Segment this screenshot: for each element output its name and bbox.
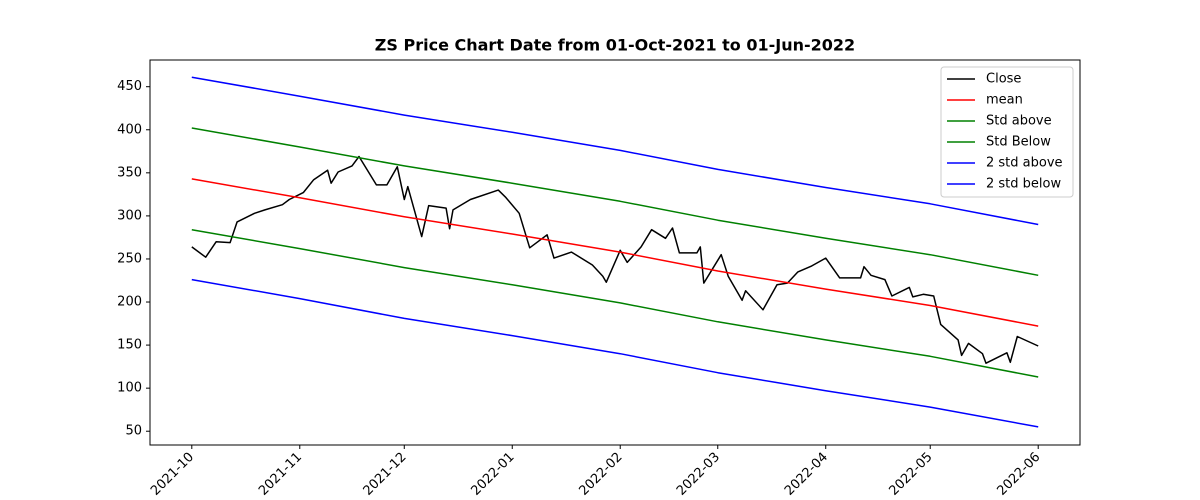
series-line	[191, 155, 1039, 364]
x-tick-label: 2022-05	[887, 450, 936, 499]
y-tick-label: 400	[117, 122, 142, 137]
x-tick-label: 2022-06	[994, 450, 1043, 499]
x-tick-label: 2021-11	[256, 450, 305, 499]
series-line	[191, 76, 1039, 226]
y-tick-label: 350	[117, 165, 142, 180]
plot-frame	[149, 59, 1081, 446]
legend-label: 2 std below	[986, 177, 1061, 192]
legend-label: Std above	[986, 114, 1052, 129]
legend-label: Std Below	[986, 135, 1051, 150]
series-line	[191, 228, 1039, 378]
y-tick-label: 100	[117, 381, 142, 396]
x-tick-label: 2022-03	[674, 450, 723, 499]
y-tick-label: 200	[117, 295, 142, 310]
x-tick-label: 2021-10	[148, 450, 197, 499]
series-line	[191, 278, 1039, 428]
y-tick-label: 450	[117, 79, 142, 94]
y-tick-label: 250	[117, 251, 142, 266]
legend-label: 2 std above	[986, 156, 1063, 171]
y-tick-label: 150	[117, 338, 142, 353]
x-tick-label: 2022-01	[469, 450, 518, 499]
y-tick-label: 300	[117, 208, 142, 223]
y-tick-label: 50	[125, 424, 142, 439]
x-tick-label: 2022-04	[782, 450, 831, 499]
legend-label: mean	[986, 93, 1023, 108]
x-tick-label: 2022-02	[577, 450, 626, 499]
series-line	[191, 127, 1039, 277]
chart-title: ZS Price Chart Date from 01-Oct-2021 to …	[375, 36, 855, 55]
x-tick-label: 2021-12	[361, 450, 410, 499]
series-line	[191, 178, 1039, 327]
legend-label: Close	[986, 72, 1021, 87]
